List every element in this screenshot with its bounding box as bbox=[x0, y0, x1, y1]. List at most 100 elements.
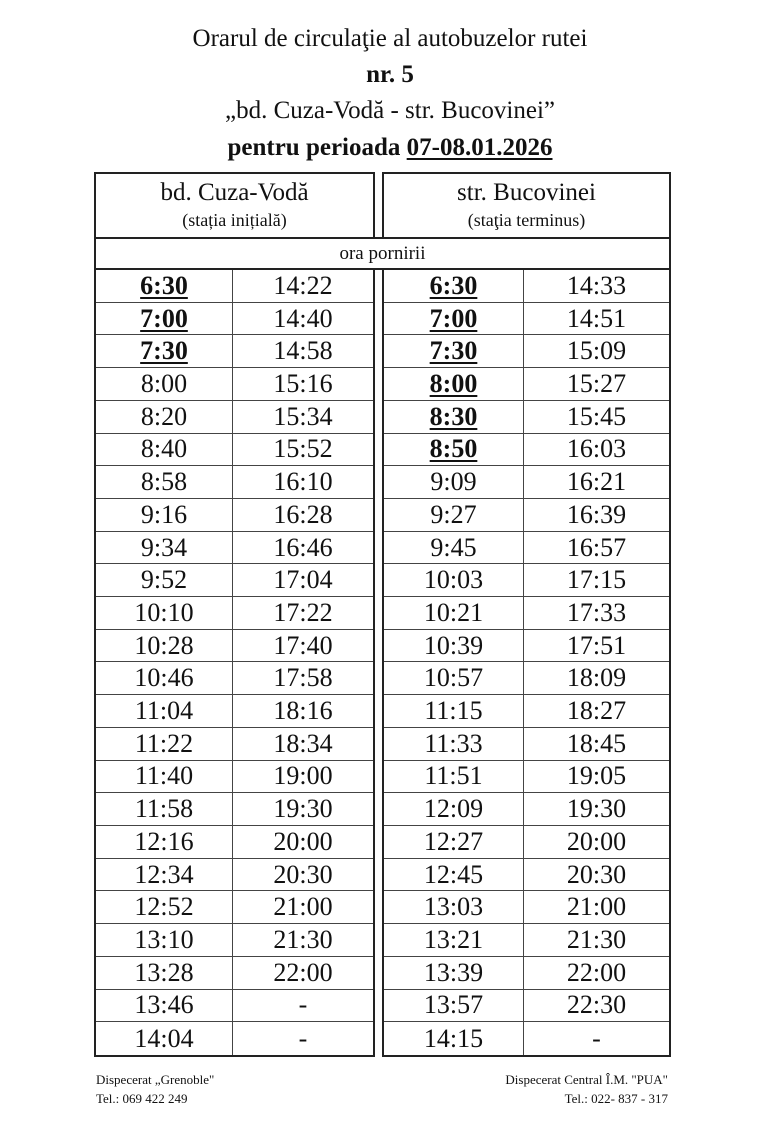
departure-time-left-col2: 17:22 bbox=[233, 597, 373, 630]
departure-time-left-col1: 7:30 bbox=[96, 335, 233, 369]
departure-time-left-col1: 9:52 bbox=[96, 564, 233, 598]
departure-time-left-col1: 8:20 bbox=[96, 400, 233, 434]
departure-time-left-col1: 11:04 bbox=[96, 695, 233, 728]
departure-time-left-col1: 13:46 bbox=[96, 989, 233, 1023]
departure-time-right-col1: 7:00 bbox=[384, 302, 524, 336]
departure-time-right-col2: 18:09 bbox=[524, 662, 669, 696]
footer-left-name: Dispecerat „Grenoble" bbox=[96, 1072, 215, 1087]
departure-time-right-col1: 12:45 bbox=[384, 858, 524, 892]
departure-time-left-col2: 17:40 bbox=[233, 630, 373, 663]
departure-time-right-col2: 16:21 bbox=[524, 466, 669, 499]
departure-time-right-col2: 20:30 bbox=[524, 859, 669, 892]
departure-time-right-col1: 9:27 bbox=[384, 498, 524, 532]
departure-time-left-col2: - bbox=[298, 1023, 308, 1053]
footer-left: Dispecerat „Grenoble" Tel.: 069 422 249 bbox=[96, 1070, 214, 1108]
departure-time-right-col2: 22:30 bbox=[524, 990, 669, 1023]
departure-time-left-col2: 17:58 bbox=[233, 662, 373, 696]
departure-time-left-col2: 15:52 bbox=[233, 434, 373, 467]
departure-time-right-col2: 17:33 bbox=[524, 597, 669, 630]
departure-time-left-col1: 9:16 bbox=[96, 498, 233, 532]
departure-time-left-col1: 6:30 bbox=[96, 270, 233, 303]
departure-time-left-col1: 13:10 bbox=[96, 924, 233, 957]
departure-time-left-col2: 16:10 bbox=[233, 466, 373, 499]
departure-time-left-col2: 15:34 bbox=[233, 401, 373, 434]
departure-time-right-col1: 8:30 bbox=[384, 400, 524, 434]
departure-time-right-col1: 9:09 bbox=[384, 466, 524, 499]
departure-time-right-col2: 19:30 bbox=[524, 793, 669, 827]
departure-time-left-col1: 8:58 bbox=[96, 466, 233, 499]
departure-time-left-col2: 19:00 bbox=[233, 761, 373, 794]
departure-time-right-col2: 21:00 bbox=[524, 891, 669, 925]
footer-left-phone: Tel.: 069 422 249 bbox=[96, 1091, 188, 1106]
departure-time-right-col2: 19:05 bbox=[524, 761, 669, 794]
departure-time-left-col2: 22:00 bbox=[233, 957, 373, 990]
departure-time-right-col1: 8:00 bbox=[384, 368, 524, 401]
departure-time-right-col2: 15:27 bbox=[524, 368, 669, 401]
departure-time-right-col1: 13:39 bbox=[384, 956, 524, 990]
period-dates: 07-08.01.2026 bbox=[406, 134, 553, 161]
departure-time-right-col2: 21:30 bbox=[524, 924, 669, 957]
departure-time-right-col1: 14:15 bbox=[384, 1022, 524, 1055]
departure-time-right-col1: 12:09 bbox=[384, 793, 524, 827]
footer-right-name: Dispecerat Central Î.M. "PUA" bbox=[505, 1072, 668, 1087]
departure-time-right-col2: 16:57 bbox=[524, 532, 669, 565]
departure-time-right-col2: 15:45 bbox=[524, 401, 669, 434]
departure-time-right-col2: 15:09 bbox=[524, 335, 669, 369]
departure-time-right-col1: 6:30 bbox=[384, 270, 524, 303]
departure-time-right-col1: 11:51 bbox=[384, 760, 524, 794]
departure-time-left-col1: 8:00 bbox=[96, 368, 233, 401]
route-name: „bd. Cuza-Vodă - str. Bucovinei” bbox=[224, 97, 556, 124]
departure-time-left-col1: 12:52 bbox=[96, 891, 233, 925]
schedule-table-left: 6:30 14:22 7:00 14:40 7:30 14:58 8:00 15:16 8:20… bbox=[94, 268, 375, 1057]
departure-time-left-col1: 10:28 bbox=[96, 629, 233, 663]
departure-time-left-col1: 12:16 bbox=[96, 826, 233, 859]
departure-time-right-col1: 8:50 bbox=[384, 433, 524, 467]
departure-time-right-col1: 10:39 bbox=[384, 629, 524, 663]
period-line: pentru perioada 07-08.01.2026 bbox=[0, 131, 780, 165]
departure-time-left-col1: 14:04 bbox=[96, 1022, 233, 1055]
departure-time-left-col2: 20:00 bbox=[233, 826, 373, 859]
departure-time-right-col2: 17:51 bbox=[524, 630, 669, 663]
departure-time-left-col1: 10:10 bbox=[96, 597, 233, 630]
station-header-left: bd. Cuza-Vodă (stația inițială) bbox=[94, 172, 375, 239]
station-name-right: str. Bucovinei bbox=[457, 179, 596, 206]
departure-time-left-col2: - bbox=[233, 990, 373, 1023]
departure-time-right-col2: 22:00 bbox=[524, 957, 669, 990]
departure-time-right-col1: 12:27 bbox=[384, 826, 524, 859]
route-number: nr. 5 bbox=[366, 61, 414, 88]
departure-time-right-col2: 16:03 bbox=[524, 434, 669, 467]
departure-time-left-col1: 10:46 bbox=[96, 662, 233, 696]
departure-time-left-col2: 15:16 bbox=[233, 368, 373, 401]
departure-time-left-col2: 18:34 bbox=[233, 728, 373, 761]
departure-time-left-col1: 13:28 bbox=[96, 956, 233, 990]
departure-time-right-col1: 10:03 bbox=[384, 564, 524, 598]
departure-time-left-col1: 12:34 bbox=[96, 858, 233, 892]
departure-time-left-col2: 16:46 bbox=[233, 532, 373, 565]
departure-time-right-col1: 13:21 bbox=[384, 924, 524, 957]
departure-time-left-col2: 14:22 bbox=[233, 270, 373, 303]
departure-time-right-col2: 18:45 bbox=[524, 728, 669, 761]
departure-time-left-col1: 11:22 bbox=[96, 727, 233, 761]
schedule-table-right: 6:30 14:33 7:00 14:51 7:30 15:09 8:00 15:27 8:30… bbox=[382, 268, 671, 1057]
departure-time-left-col1: 9:34 bbox=[96, 531, 233, 565]
departure-time-right-col1: 13:57 bbox=[384, 989, 524, 1023]
departure-time-right-col1: 13:03 bbox=[384, 891, 524, 925]
departure-time-left-col1: 11:58 bbox=[96, 793, 233, 827]
station-note-left: (stația inițială) bbox=[182, 210, 287, 230]
footer-right-phone: Tel.: 022- 837 - 317 bbox=[564, 1091, 668, 1106]
departure-time-right-col2: 18:27 bbox=[524, 695, 669, 728]
departure-time-right-col1: 11:33 bbox=[384, 727, 524, 761]
station-note-right: (staţia terminus) bbox=[467, 210, 586, 230]
departure-time-left-col1: 8:40 bbox=[96, 433, 233, 467]
departure-time-right-col1: 10:21 bbox=[384, 597, 524, 630]
departure-time-right-col2: 20:00 bbox=[524, 826, 669, 859]
departure-time-left-col2: 17:04 bbox=[233, 564, 373, 598]
title-line-1: Orarul de circulaţie al autobuzelor rute… bbox=[192, 25, 588, 52]
departure-time-right-col2: 16:39 bbox=[524, 499, 669, 532]
departure-time-right-col1: 10:57 bbox=[384, 662, 524, 696]
departure-time-left-col2: 21:00 bbox=[233, 891, 373, 925]
departure-time-left-col1: 7:00 bbox=[96, 302, 233, 336]
departure-time-right-col1: 9:45 bbox=[384, 531, 524, 565]
departure-time-right-col1: 7:30 bbox=[384, 335, 524, 369]
departure-time-left-col2: 18:16 bbox=[233, 695, 373, 728]
